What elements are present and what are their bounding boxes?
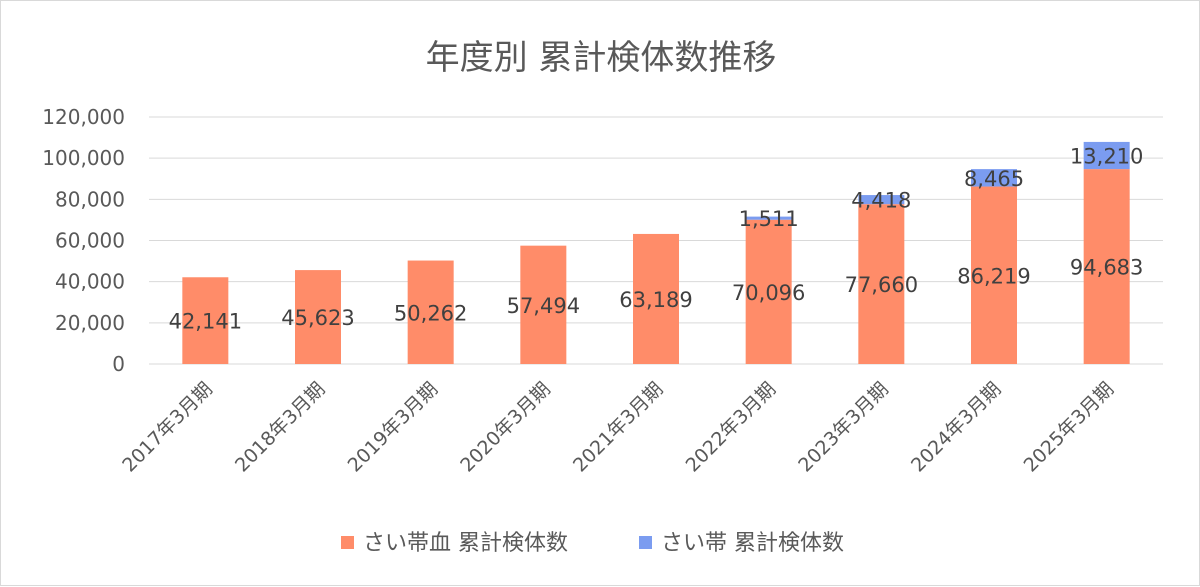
legend-swatch [341,536,354,549]
data-label: 94,683 [1070,256,1143,280]
data-label: 77,660 [845,273,918,297]
x-tick-label: 2019年3月期 [344,378,443,477]
bar-cord-blood [520,245,567,364]
x-axis-ticks: 2017年3月期 2018年3月期 2019年3月期 2020年3月期 2021年3月期… [118,378,1118,477]
bar-cord-blood [858,204,905,364]
legend-label: さい帯 累計検体数 [661,531,844,556]
x-tick-label: 2022年3月期 [682,378,781,477]
bar-umbilical-cord [1083,141,1130,170]
data-label: 4,418 [851,189,911,213]
y-tick-label: 0 [112,352,125,376]
legend-swatch [639,536,652,549]
data-labels: 42,141 45,623 50,262 57,494 63,189 70,096 1,51… [169,145,1144,334]
bar-cord-blood [295,270,341,364]
bar-cord-blood [1083,169,1130,364]
data-label: 45,623 [281,306,354,330]
data-label: 63,189 [619,288,692,312]
legend-label: さい帯血 累計検体数 [363,531,568,556]
y-tick-label: 100,000 [42,146,125,170]
y-tick-label: 80,000 [55,187,125,211]
x-tick-label: 2024年3月期 [907,378,1006,477]
bar-umbilical-cord [971,169,1017,187]
data-label: 8,465 [964,167,1024,191]
x-tick-label: 2021年3月期 [569,378,668,477]
data-label: 86,219 [957,264,1030,288]
legend: さい帯血 累計検体数 さい帯 累計検体数 [341,531,844,556]
x-tick-label: 2017年3月期 [118,378,217,477]
data-label: 57,494 [507,294,580,318]
y-tick-label: 20,000 [55,311,125,335]
y-axis-ticks: 0 20,000 40,000 60,000 80,000 100,000 120,000 [42,105,125,376]
bars [182,141,1130,364]
data-label: 13,210 [1070,145,1143,169]
y-tick-label: 40,000 [55,270,125,294]
x-tick-label: 2023年3月期 [794,378,893,477]
x-tick-label: 2018年3月期 [231,378,330,477]
data-label: 42,141 [169,310,242,334]
bar-cord-blood [745,219,792,364]
y-tick-label: 60,000 [55,229,125,253]
x-tick-label: 2020年3月期 [456,378,555,477]
data-label: 50,262 [394,301,467,325]
bar-umbilical-cord [745,216,792,220]
bar-cord-blood [633,233,679,364]
x-tick-label: 2025年3月期 [1020,378,1119,477]
bar-umbilical-cord [858,195,905,205]
y-tick-label: 120,000 [42,105,125,129]
chart-title: 年度別 累計検体数推移 [426,38,777,78]
bar-cord-blood [182,277,229,364]
data-label: 70,096 [732,281,805,305]
bar-cord-blood [407,260,454,364]
bar-cord-blood [971,186,1017,364]
data-label: 1,511 [739,207,799,231]
